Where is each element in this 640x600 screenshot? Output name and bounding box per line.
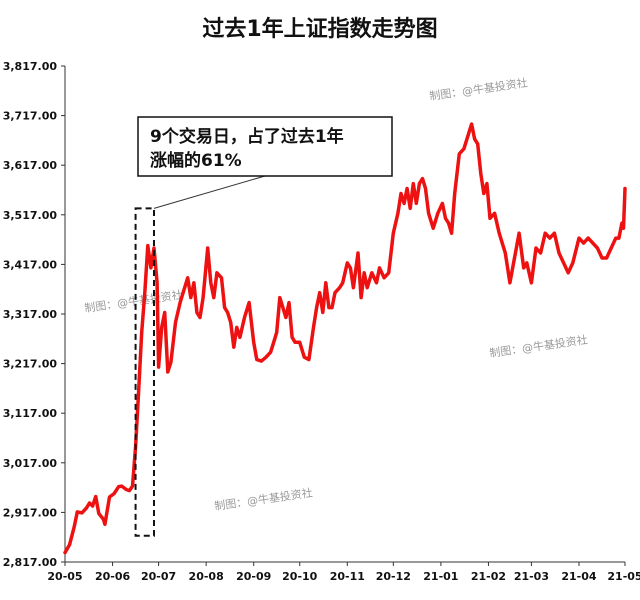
x-tick-label: 20-10	[282, 570, 318, 583]
watermark: 制图：@牛基投资社	[213, 485, 313, 513]
y-tick-label: 3,017.00	[3, 457, 58, 470]
x-tick-label: 21-03	[514, 570, 549, 583]
highlight-box	[134, 207, 155, 537]
series-line	[63, 122, 627, 555]
x-tick-label: 20-05	[47, 570, 82, 583]
y-tick-label: 3,417.00	[3, 258, 58, 271]
callout-line	[153, 175, 266, 209]
x-tick-label: 20-08	[189, 570, 224, 583]
annotation-box: 9个交易日，占了过去1年 涨幅的61%	[137, 116, 393, 177]
y-tick-label: 3,617.00	[3, 159, 58, 172]
watermark: 制图：@牛基投资社	[488, 332, 588, 360]
x-tick-label: 21-04	[561, 570, 597, 583]
x-tick-label: 20-11	[330, 570, 365, 583]
y-tick-label: 3,817.00	[3, 60, 58, 73]
x-tick-label: 21-02	[471, 570, 506, 583]
watermark: 制图：@牛基投资社	[428, 75, 528, 103]
chart-title: 过去1年上证指数走势图	[202, 16, 437, 42]
y-tick-label: 3,317.00	[3, 308, 58, 321]
annotation-line-2: 涨幅的61%	[150, 150, 242, 171]
x-tick-label: 20-06	[95, 570, 131, 583]
series	[63, 122, 627, 555]
x-tick-label: 20-12	[376, 570, 411, 583]
y-tick-label: 3,117.00	[3, 407, 58, 420]
y-axis-ticks: 3,817.00 3,717.00 3,617.00 3,517.00 3,417.00…	[3, 60, 65, 569]
x-axis-ticks: 20-05 20-06 20-07 20-08 20-09 20-10 20-11 20-12…	[47, 562, 640, 583]
x-tick-label: 20-07	[141, 570, 176, 583]
y-tick-label: 3,717.00	[3, 110, 58, 123]
y-tick-label: 3,517.00	[3, 209, 58, 222]
y-tick-label: 2,917.00	[3, 506, 58, 519]
y-tick-label: 3,217.00	[3, 358, 58, 371]
annotation-line-1: 9个交易日，占了过去1年	[150, 126, 344, 147]
x-tick-label: 21-05	[607, 570, 640, 583]
x-tick-label: 20-09	[236, 570, 271, 583]
y-tick-label: 2,817.00	[3, 556, 58, 569]
watermark: 制图：@牛基投资社	[83, 287, 183, 315]
x-tick-label: 21-01	[423, 570, 458, 583]
